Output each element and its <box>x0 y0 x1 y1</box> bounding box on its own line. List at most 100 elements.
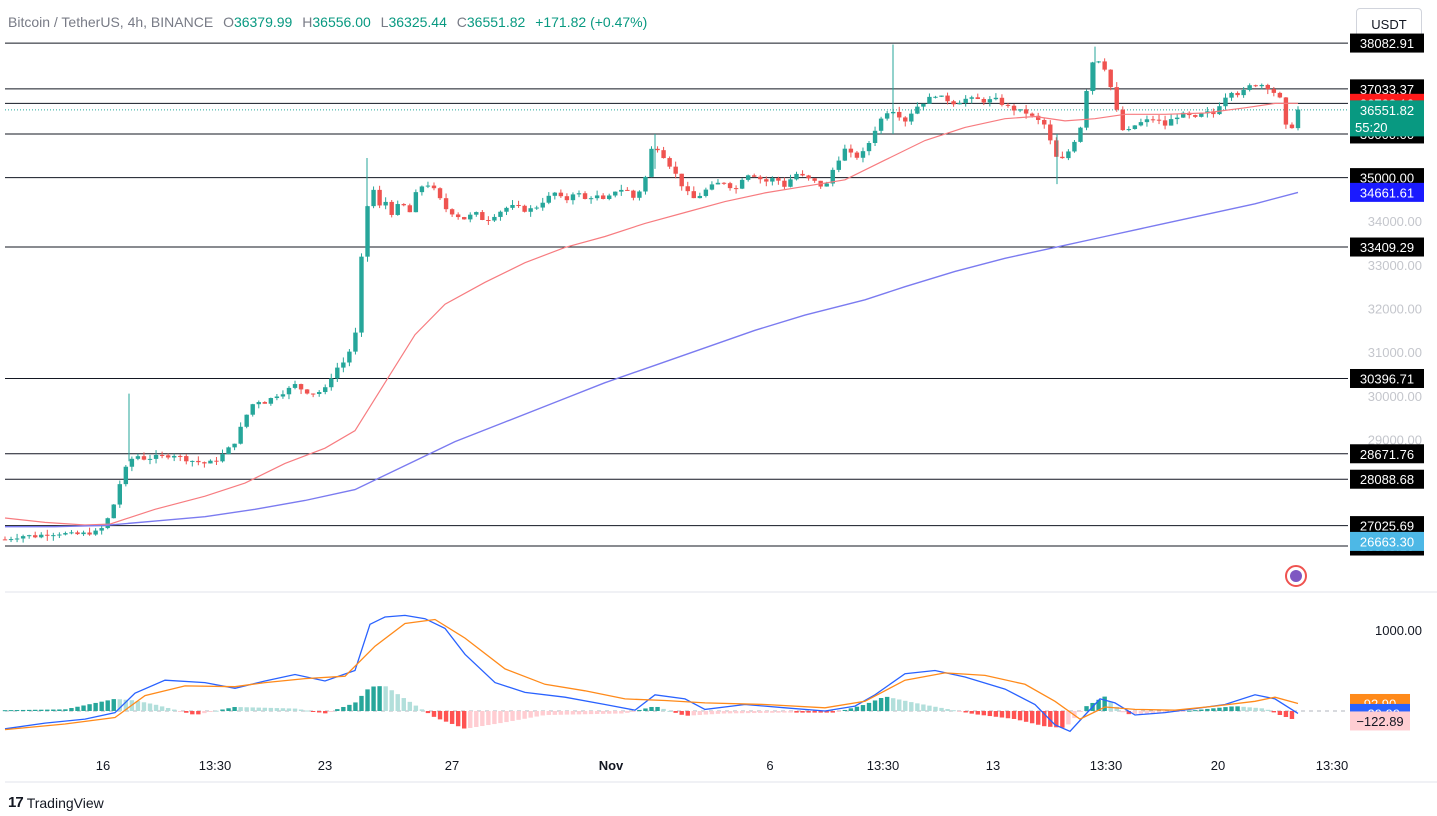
candle-body <box>619 189 624 192</box>
candle-body <box>63 533 68 535</box>
candle-body <box>383 201 388 206</box>
candle-body <box>123 466 129 485</box>
macd-hist-bar <box>220 709 225 711</box>
macd-hist-bar <box>111 699 116 711</box>
macd-hist-bar <box>818 711 823 713</box>
candle-body <box>613 191 618 196</box>
level-price-label: 33409.29 <box>1360 240 1414 255</box>
macd-hist-bar <box>304 710 310 712</box>
macd-hist-bar <box>661 708 666 711</box>
macd-hist-bar <box>848 708 854 711</box>
candle-body <box>498 211 503 217</box>
macd-hist-bar <box>8 710 14 712</box>
candle-body <box>371 189 376 207</box>
price-tag-countdown: 55:20 <box>1355 120 1388 135</box>
macd-hist-bar <box>262 707 268 711</box>
macd-hist-bar <box>800 711 805 713</box>
candle-body <box>1174 117 1180 120</box>
macd-hist-bar <box>576 711 582 715</box>
candle-body <box>1120 109 1125 131</box>
candle-body <box>884 113 890 119</box>
macd-hist-bar <box>153 704 159 711</box>
macd-hist-bar <box>69 708 74 711</box>
candle-body <box>226 447 231 455</box>
candle-body <box>359 256 364 333</box>
macd-hist-bar <box>75 706 80 711</box>
level-price-label: 30396.71 <box>1360 371 1414 386</box>
macd-hist-bar <box>969 711 974 714</box>
macd-hist-bar <box>383 686 388 711</box>
macd-hist-bar <box>202 711 207 714</box>
macd-hist-bar <box>45 709 50 711</box>
footer: 17 TradingView <box>8 794 104 811</box>
candle-body <box>1144 119 1150 123</box>
candle-body <box>546 195 551 203</box>
macd-hist-bar <box>1126 711 1132 715</box>
candle-body <box>788 179 793 187</box>
macd-hist-bar <box>33 709 38 711</box>
candle-body <box>413 192 419 213</box>
candle-body <box>1114 87 1119 110</box>
macd-hist-bar <box>703 711 709 715</box>
candle-body <box>667 158 672 167</box>
macd-hist-bar <box>492 711 497 725</box>
candle-body <box>455 214 461 218</box>
macd-hist-bar <box>890 698 896 711</box>
macd-hist-bar <box>395 694 400 711</box>
candle-body <box>196 460 201 463</box>
candle-body <box>117 484 122 505</box>
macd-hist-bar <box>752 711 757 714</box>
candle-body <box>975 97 980 100</box>
candle-body <box>1090 62 1095 92</box>
macd-hist-bar <box>39 709 44 711</box>
candle-body <box>1084 91 1089 128</box>
brand-label[interactable]: TradingView <box>26 794 104 811</box>
macd-hist-bar <box>389 690 394 711</box>
level-price-label: 37033.37 <box>1360 82 1414 97</box>
candle-body <box>1283 97 1289 125</box>
macd-histogram <box>2 686 1295 729</box>
candle-body <box>316 392 322 394</box>
macd-hist-bar <box>794 711 799 713</box>
macd-hist-bar <box>963 711 968 713</box>
candle-body <box>776 178 781 181</box>
macd-hist-bar <box>123 699 129 711</box>
candle-body <box>341 362 346 368</box>
candle-body <box>1108 69 1113 88</box>
macd-hist-bar <box>836 711 842 712</box>
macd-hist-bar <box>329 711 334 712</box>
macd-hist-bar <box>419 709 425 711</box>
macd-hist-bar <box>854 706 860 711</box>
macd-hist-bar <box>190 711 195 715</box>
macd-hist-bar <box>510 711 515 721</box>
candle-body <box>280 394 286 397</box>
candle-body <box>1259 84 1264 87</box>
level-price-label-bg <box>1350 469 1424 489</box>
candle-body <box>733 188 739 190</box>
candle-body <box>1229 92 1234 98</box>
indicator-flag-inner <box>1290 570 1302 582</box>
high-label: H <box>302 14 313 30</box>
level-price-label-bg <box>1350 33 1424 53</box>
macd-hist-bar <box>486 711 491 726</box>
candle-body <box>147 458 153 460</box>
macd-hist-bar <box>1162 711 1168 713</box>
candle-body <box>407 205 413 213</box>
candle-body <box>800 173 805 176</box>
macd-hist-bar <box>546 711 551 715</box>
candle-body <box>353 332 358 352</box>
candle-body <box>981 99 987 103</box>
candle-body <box>262 402 268 404</box>
candle-body <box>649 148 654 177</box>
macd-hist-bar <box>1241 706 1246 711</box>
macd-hist-bar <box>178 711 183 712</box>
candle-body <box>365 206 370 257</box>
macd-hist-bar <box>437 711 443 720</box>
macd-hist-bar <box>1066 711 1071 725</box>
macd-hist-bar <box>1205 708 1210 711</box>
candle-body <box>1235 92 1240 96</box>
candle-body <box>987 99 993 103</box>
ema-short-line <box>4 102 1299 526</box>
macd-hist-bar <box>655 706 660 711</box>
